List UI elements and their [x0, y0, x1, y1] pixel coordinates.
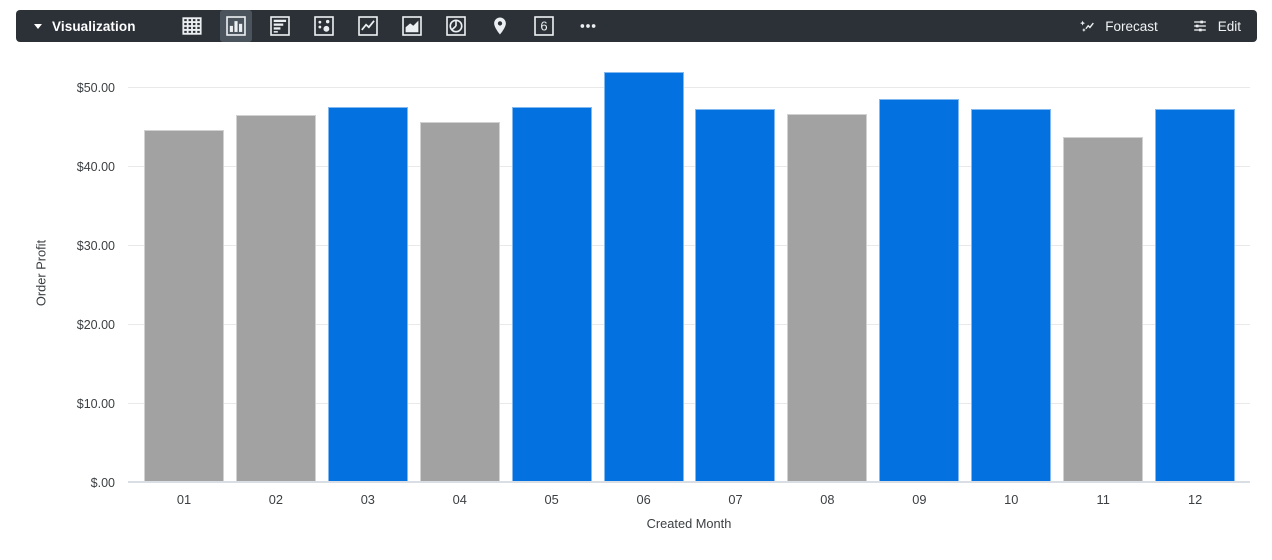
- bar-month-01[interactable]: [143, 130, 224, 483]
- column-chart-icon: [225, 16, 246, 36]
- y-axis-tick-label: $40.00: [76, 159, 115, 174]
- map-pin-icon: [493, 17, 506, 35]
- x-axis-baseline: [128, 481, 1250, 483]
- single-value-icon: 6: [533, 16, 554, 36]
- pie-chart-icon: [445, 16, 466, 36]
- edit-settings-icon: [1193, 20, 1206, 32]
- bar-month-05[interactable]: [511, 106, 592, 483]
- chart-type-switcher: 6: [176, 10, 604, 42]
- forecast-label: Forecast: [1105, 18, 1158, 34]
- chart-type-line-button[interactable]: [352, 10, 384, 42]
- x-axis-title: Created Month: [646, 516, 732, 531]
- chart-type-table-button[interactable]: [176, 10, 208, 42]
- forecast-icon: [1080, 20, 1095, 32]
- x-axis-tick-label: 05: [544, 492, 559, 507]
- x-axis-tick-label: 07: [728, 492, 743, 507]
- y-axis-tick-label: $20.00: [76, 317, 115, 332]
- y-axis-tick-label: $.00: [90, 476, 115, 490]
- chart-type-scatter-button[interactable]: [308, 10, 340, 42]
- chart-type-map-button[interactable]: [484, 10, 516, 42]
- bar-month-03[interactable]: [327, 106, 408, 483]
- bar-month-09[interactable]: [879, 98, 960, 483]
- y-gridline: [128, 165, 1250, 167]
- y-axis-tick-label: $10.00: [76, 396, 115, 411]
- chart-type-column-button[interactable]: [219, 10, 252, 42]
- bar-slot: [1149, 64, 1241, 483]
- bar-chart-icon: [269, 16, 290, 36]
- bar-slot: [1057, 64, 1149, 483]
- bar-month-11[interactable]: [1063, 136, 1144, 483]
- bar-month-02[interactable]: [235, 115, 316, 483]
- x-axis-tick-labels: 01 02 03 04 05 06 07 08 09 10 11 12: [138, 492, 1241, 507]
- chart-type-single-value-button[interactable]: 6: [528, 10, 560, 42]
- y-gridline: [128, 402, 1250, 404]
- chart-type-pie-button[interactable]: [440, 10, 472, 42]
- line-chart-icon: [357, 16, 378, 36]
- chart-type-area-button[interactable]: [396, 10, 428, 42]
- visualization-collapse-toggle[interactable]: Visualization: [28, 15, 142, 38]
- caret-down-icon: [34, 23, 42, 29]
- plot-area: $.00 $10.00 $20.00 $30.00 $40.00 $50.00: [77, 64, 1250, 490]
- bar-slot: [230, 64, 322, 483]
- x-axis-tick-label: 01: [176, 492, 192, 507]
- edit-label: Edit: [1217, 18, 1241, 34]
- ellipsis-icon: [580, 24, 596, 28]
- scatter-chart-icon: [313, 16, 334, 36]
- edit-button[interactable]: Edit: [1188, 12, 1243, 40]
- visualization-toolbar: Visualization: [16, 10, 1257, 42]
- single-value-glyph: 6: [540, 19, 547, 34]
- bar-slot: [873, 64, 965, 483]
- area-chart-icon: [401, 16, 422, 36]
- x-axis-tick-label: 03: [360, 492, 375, 507]
- bar-series: [138, 64, 1241, 483]
- x-axis-tick-label: 11: [1096, 492, 1110, 507]
- y-axis-tick-label: $30.00: [76, 238, 115, 253]
- y-gridline: [128, 323, 1250, 325]
- y-axis-title: Order Profit: [33, 239, 49, 307]
- bar-slot: [138, 64, 230, 483]
- bar-month-07[interactable]: [695, 109, 776, 483]
- toolbar-title: Visualization: [52, 18, 136, 34]
- toolbar-actions: Forecast Edit: [1075, 12, 1243, 40]
- bar-slot: [322, 64, 414, 483]
- y-axis-tick-label: $50.00: [76, 80, 115, 95]
- x-axis-tick-label: 02: [268, 492, 283, 507]
- bar-month-08[interactable]: [787, 113, 868, 483]
- x-axis-tick-label: 12: [1187, 492, 1203, 507]
- bar-slot: [781, 64, 873, 483]
- table-icon: [181, 17, 202, 35]
- y-gridline: [128, 244, 1250, 246]
- x-axis-tick-label: 04: [452, 492, 467, 507]
- more-chart-types-button[interactable]: [572, 10, 604, 42]
- x-axis-tick-label: 10: [1004, 492, 1019, 507]
- bar-slot: [414, 64, 506, 483]
- bar-slot: [690, 64, 782, 483]
- bar-slot: [965, 64, 1057, 483]
- bar-slot: [598, 64, 690, 483]
- x-axis-tick-label: 08: [820, 492, 835, 507]
- bar-month-10[interactable]: [971, 109, 1052, 483]
- bar-month-04[interactable]: [419, 121, 500, 483]
- forecast-button[interactable]: Forecast: [1075, 12, 1160, 40]
- bar-slot: [506, 64, 598, 483]
- x-axis-tick-label: 09: [912, 492, 927, 507]
- y-gridline: [128, 86, 1250, 88]
- chart-type-bar-button[interactable]: [264, 10, 296, 42]
- bar-month-06[interactable]: [603, 71, 684, 483]
- x-axis-tick-label: 06: [636, 492, 651, 507]
- bar-month-12[interactable]: [1155, 109, 1236, 483]
